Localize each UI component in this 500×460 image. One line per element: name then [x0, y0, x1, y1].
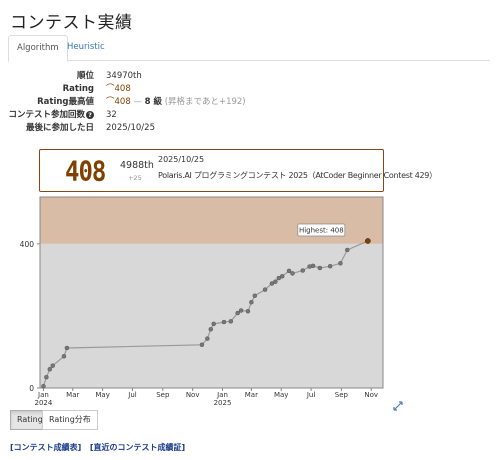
y-tick-label: 400	[20, 240, 35, 249]
tab-algorithm[interactable]: Algorithm	[8, 35, 68, 62]
status-rating: 408	[65, 155, 106, 188]
footer-links: [コンテスト成績表] [直近のコンテスト成績証]	[10, 442, 185, 453]
last-value: 2025/10/25	[106, 123, 155, 133]
tab-bar: Algorithm Heuristic	[8, 35, 490, 62]
count-label: コンテスト参加回数?	[8, 109, 94, 121]
tab-heuristic[interactable]: Heuristic	[67, 42, 105, 52]
rating-point	[279, 274, 285, 279]
highest-number: 408	[114, 97, 131, 107]
latest-contest-status: 408 4988th +25 2025/10/25 Polaris.AI プログ…	[39, 149, 437, 192]
rating-point	[238, 308, 244, 313]
rating-point	[211, 321, 216, 327]
rating-point	[205, 336, 210, 341]
highest-kyu: 8 級	[144, 97, 163, 107]
rating-value: ⌒408	[106, 83, 131, 95]
rating-chart: 0 400 Jan Mar May Jul Sep Nov Jan Mar May Jul Sep Nov…	[20, 196, 384, 407]
rank-value: 34970th	[106, 71, 142, 81]
rating-point	[61, 354, 67, 359]
rating-point	[44, 374, 49, 380]
rating-point	[317, 265, 323, 271]
status-contest-name: Polaris.AI プログラミングコンテスト 2025（AtCoder Beg…	[158, 171, 437, 180]
highest-dash: —	[133, 97, 142, 107]
chart-frame	[39, 196, 384, 389]
rating-point	[338, 261, 343, 266]
rating-point	[262, 287, 268, 292]
x-tick-label: May	[95, 391, 109, 399]
rating-label: Rating	[62, 84, 94, 94]
x-tick-label: Jul	[127, 391, 137, 399]
rating-point	[221, 319, 227, 325]
x-tick-label: May	[274, 391, 288, 399]
x-year-label: 2025	[214, 399, 232, 407]
x-tick-label: Sep	[335, 391, 349, 399]
rating-point	[310, 263, 316, 269]
rating-point	[235, 310, 240, 316]
highest-tooltip-text: Highest: 408	[299, 226, 344, 234]
rating-point	[64, 345, 70, 351]
highest-point	[364, 238, 371, 244]
rating-point	[208, 327, 214, 332]
rating-distribution-button[interactable]: Rating分布	[42, 410, 98, 430]
highest-note: (昇格まであと+192)	[164, 97, 246, 107]
rating-point	[269, 281, 275, 286]
last-label: 最後に参加した日	[25, 123, 94, 133]
rating-point	[273, 279, 278, 284]
rating-point	[228, 319, 234, 324]
expand-icon[interactable]	[393, 401, 403, 411]
status-diff: +25	[128, 174, 142, 182]
x-tick-label: Mar	[245, 391, 258, 399]
status-rank: 4988th	[120, 160, 154, 171]
x-tick-label: Jan	[216, 391, 228, 399]
status-date: 2025/10/25	[158, 155, 205, 164]
x-tick-label: Nov	[364, 391, 378, 399]
highest-tooltip-box	[297, 223, 346, 237]
x-tick-label: Jan	[37, 391, 49, 399]
rating-band-1	[40, 197, 383, 244]
x-tick-label: Jul	[306, 391, 316, 399]
rating-point	[199, 342, 205, 348]
highest-label: Rating最高値	[37, 97, 94, 107]
rating-point	[249, 299, 254, 305]
rank-label: 順位	[76, 71, 94, 81]
page-title: コンテスト実績	[10, 13, 133, 33]
highest-up-icon: ⌒	[106, 97, 115, 107]
x-year-label: 2024	[35, 399, 53, 407]
count-label-text: コンテスト参加回数	[8, 110, 85, 120]
rating-number: 408	[114, 84, 131, 94]
x-tick-label: Mar	[66, 391, 79, 399]
help-icon[interactable]: ?	[86, 110, 94, 119]
contest-history-link[interactable]: [コンテスト成績表]	[10, 443, 82, 452]
x-tick-label: Nov	[186, 391, 200, 399]
rating-band-0	[40, 243, 383, 388]
rating-point	[300, 268, 306, 273]
rating-point	[252, 293, 258, 298]
y-tick-label: 0	[29, 384, 34, 393]
rating-point	[245, 308, 251, 314]
highest-value: ⌒408 — 8 級 (昇格まであと+192)	[106, 96, 246, 108]
rating-point	[41, 383, 46, 389]
rating-point	[276, 275, 282, 281]
rating-point	[50, 363, 55, 368]
rating-point	[47, 367, 53, 372]
rating-point	[345, 247, 350, 253]
rating-up-icon: ⌒	[106, 84, 115, 94]
rating-point	[286, 268, 292, 274]
count-value: 32	[106, 110, 117, 120]
rating-point	[327, 263, 333, 269]
recent-certificate-link[interactable]: [直近のコンテスト成績証]	[89, 443, 186, 452]
rating-point	[290, 271, 295, 276]
x-tick-label: Sep	[156, 391, 170, 399]
